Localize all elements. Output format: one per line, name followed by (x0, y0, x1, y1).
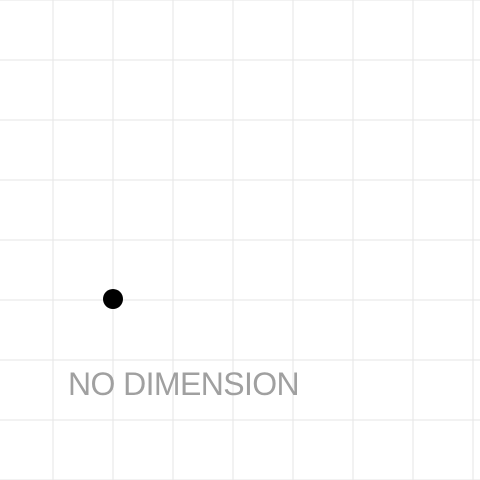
point-marker (103, 289, 123, 309)
caption-label: NO DIMENSION (68, 366, 300, 402)
